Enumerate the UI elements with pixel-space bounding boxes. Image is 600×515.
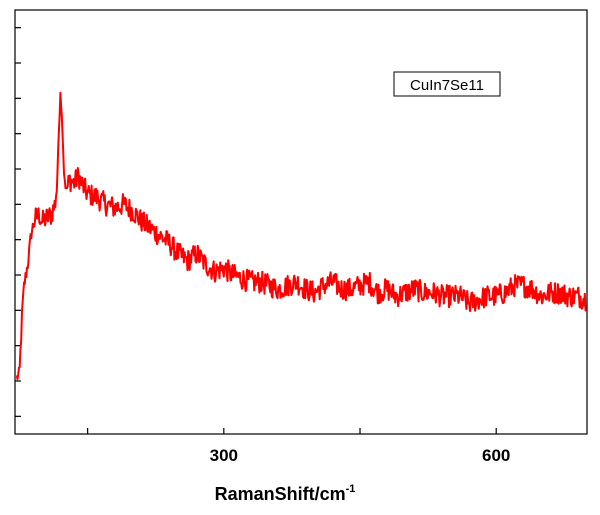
x-axis-title-superscript: -1: [346, 483, 356, 495]
legend-label: CuIn7Se11: [410, 77, 484, 94]
x-tick-label: 300: [210, 446, 238, 465]
x-axis-title: RamanShift/cm-1: [215, 483, 356, 504]
legend-box: [393, 71, 501, 97]
plot-frame: [14, 9, 588, 435]
x-tick-label: 600: [482, 446, 510, 465]
legend: CuIn7Se11: [393, 71, 501, 97]
x-axis-title-main: RamanShift/cm: [215, 484, 346, 504]
ticks-layer: 300 600: [15, 27, 510, 465]
spectrum-line: [15, 91, 587, 381]
